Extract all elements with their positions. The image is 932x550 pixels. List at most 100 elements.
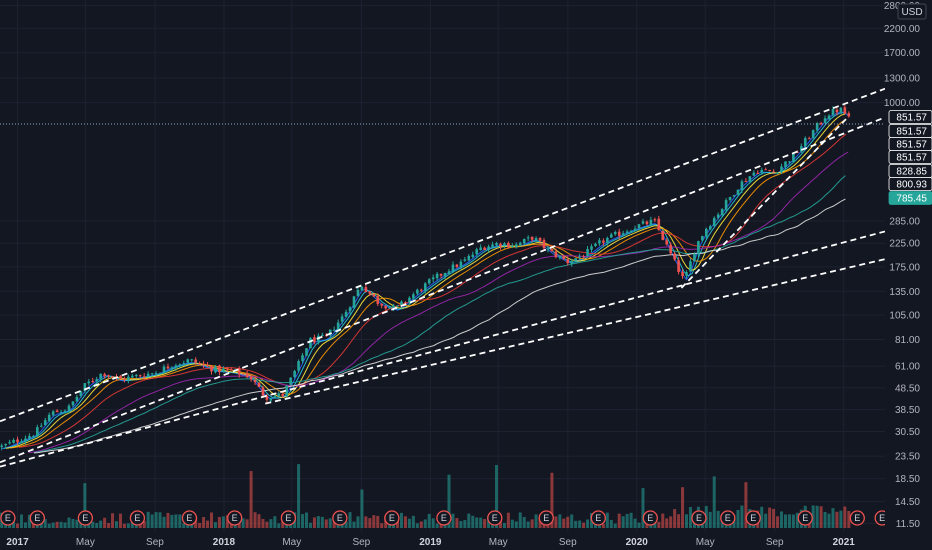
time-tick-label: Sep [146, 537, 164, 548]
earnings-label: E [879, 513, 885, 523]
earnings-marker[interactable]: E [384, 510, 400, 526]
trend-lines[interactable] [0, 87, 886, 468]
price-tick-label: 135.00 [889, 287, 920, 298]
volume-bar [483, 519, 487, 528]
candle-body [131, 375, 134, 378]
volume-bar [831, 508, 835, 528]
volume-bar [202, 517, 206, 528]
trend-line[interactable] [0, 87, 886, 423]
volume-bar [95, 523, 99, 528]
volume-bar [51, 522, 55, 528]
earnings-marker[interactable]: E [0, 510, 16, 526]
volume-bar [348, 512, 352, 528]
earnings-label: E [82, 513, 88, 523]
moving-average-line [28, 151, 849, 454]
volume-bar [518, 512, 522, 528]
currency-badge[interactable]: USD [897, 3, 927, 20]
price-label[interactable]: 828.85 [888, 164, 932, 178]
earnings-marker[interactable]: E [280, 510, 297, 526]
price-label[interactable]: 851.57 [888, 124, 932, 138]
earnings-marker[interactable]: E [745, 510, 761, 526]
price-axis[interactable]: 2800.002200.001700.001300.001000.00285.0… [884, 0, 932, 550]
price-label[interactable]: 785.45 [888, 191, 932, 205]
candle-body [313, 337, 316, 343]
candle-body [206, 365, 209, 367]
price-label[interactable]: 851.57 [888, 110, 932, 124]
volume-bar [776, 516, 780, 528]
volume-bar [530, 519, 534, 528]
volume-bar [760, 506, 764, 528]
price-label[interactable]: 851.57 [888, 137, 932, 151]
candle-body [194, 359, 197, 363]
earnings-marker[interactable]: E [436, 510, 452, 526]
volume-bar [154, 512, 158, 528]
candle-body [827, 115, 831, 120]
volume-bar [166, 512, 170, 528]
price-tick-label: 105.00 [889, 311, 920, 322]
earnings-marker[interactable]: E [720, 510, 736, 526]
candle-body [459, 261, 463, 267]
time-tick-label: 2019 [419, 537, 442, 548]
earnings-label: E [134, 513, 140, 523]
price-label-text: 851.57 [896, 140, 927, 151]
volume-bar [297, 464, 301, 528]
candle-body [43, 420, 47, 426]
earnings-marker[interactable]: E [181, 510, 198, 526]
volume-bar [534, 514, 538, 528]
earnings-marker[interactable]: E [691, 510, 707, 526]
volume-bar [447, 474, 451, 528]
volume-bar [182, 523, 186, 528]
volume-bar [435, 523, 439, 528]
price-label[interactable]: 851.57 [888, 150, 932, 164]
candle-body [392, 305, 395, 308]
candle-body [578, 256, 581, 258]
trend-line[interactable] [0, 116, 886, 464]
time-axis[interactable]: 2017 May Sep 2018 May Sep 2019 May Sep 2020 May Sep… [0, 532, 932, 550]
volume-bar [198, 522, 202, 528]
candle-body [487, 246, 490, 251]
volume-bar [103, 517, 107, 528]
volume-bar [641, 488, 645, 528]
volume-bar [443, 523, 447, 528]
volume-bar [111, 513, 115, 528]
volume-bar [562, 518, 566, 528]
volume-bar [324, 519, 328, 528]
volume-bar [67, 517, 71, 528]
earnings-marker[interactable]: E [487, 510, 503, 526]
earnings-marker[interactable]: E [77, 510, 94, 526]
earnings-marker[interactable]: E [590, 510, 606, 526]
candle-body [134, 375, 138, 377]
candle-body [518, 242, 522, 246]
candle-body [210, 366, 213, 372]
candle-body [24, 438, 27, 442]
candle-body [4, 443, 7, 446]
candle-body [396, 305, 399, 307]
volume-bar [126, 523, 130, 528]
trend-line[interactable] [265, 258, 886, 405]
candle-body [780, 166, 783, 173]
volume-bar [415, 523, 419, 528]
volume-bar [158, 512, 162, 528]
volume-bar [459, 521, 463, 528]
volume-bar [308, 522, 312, 528]
trend-line[interactable] [0, 230, 886, 468]
earnings-marker[interactable]: E [129, 510, 146, 526]
earnings-marker[interactable]: E [227, 510, 243, 526]
earnings-marker[interactable]: E [849, 510, 865, 526]
earnings-marker[interactable]: E [797, 510, 813, 526]
volume-bar [605, 512, 609, 528]
earnings-marker[interactable]: E [332, 510, 348, 526]
earnings-marker[interactable]: E [29, 510, 45, 526]
volume-bar [328, 518, 332, 528]
candle-body [162, 366, 166, 373]
candle-body [847, 113, 851, 117]
volume-bar [380, 523, 384, 528]
earnings-marker[interactable]: E [642, 510, 658, 526]
price-label[interactable]: 800.93 [888, 177, 932, 191]
earnings-marker[interactable]: E [538, 510, 554, 526]
volume-bar [376, 515, 380, 528]
candle-body [28, 435, 31, 439]
volume-bar [586, 519, 590, 528]
